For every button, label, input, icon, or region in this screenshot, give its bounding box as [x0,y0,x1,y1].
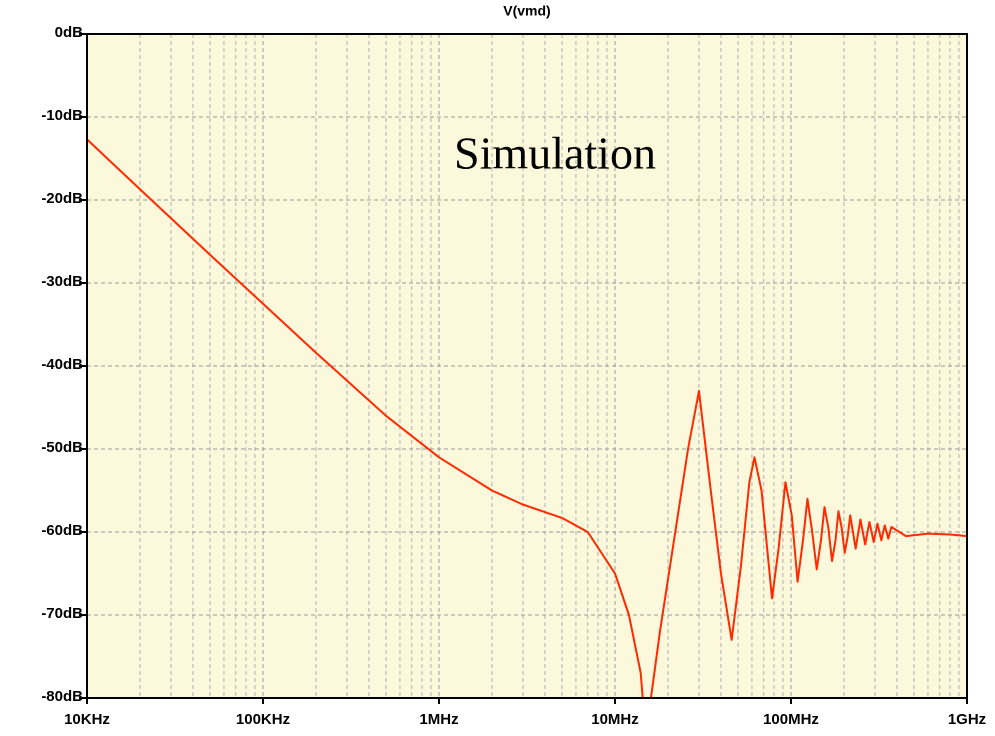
plot-lines [87,138,967,698]
x-tick-label: 100MHz [763,711,819,728]
x-tick-label: 100KHz [236,711,290,728]
y-tick-label: -70dB [41,605,83,622]
x-tick-label: 10KHz [64,711,110,728]
annotation: Simulation [454,128,656,179]
y-tick-label: -20dB [41,190,83,207]
y-tick-label: -40dB [41,356,83,373]
x-tick-label: 10MHz [591,711,639,728]
x-tick-label: 1GHz [948,711,986,728]
y-tick-label: -80dB [41,688,83,705]
plot-area [87,34,967,698]
series-name: V(vmd) [503,3,550,19]
y-tick-label: -30dB [41,273,83,290]
grid [86,33,968,699]
y-tick-label: -10dB [41,107,83,124]
data-line [87,138,967,698]
x-tick-label: 1MHz [419,711,458,728]
y-tick-label: -50dB [41,439,83,456]
y-tick-label: -60dB [41,522,83,539]
y-tick-label: 0dB [55,24,84,41]
